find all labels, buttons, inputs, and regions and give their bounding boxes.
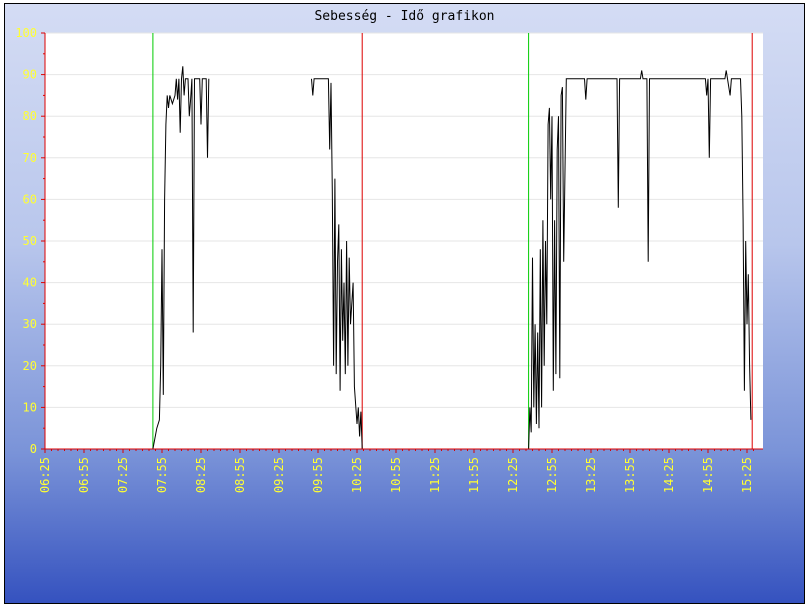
x-tick-label: 08:25 [194,457,208,493]
x-tick-label: 09:25 [272,457,286,493]
x-tick-label: 10:55 [389,457,403,493]
y-tick-label: 80 [23,109,37,123]
x-tick-label: 07:55 [155,457,169,493]
y-tick-label: 50 [23,234,37,248]
x-tick-label: 07:25 [116,457,130,493]
y-axis-ticks: 0 10 20 30 40 50 60 70 80 90 100 [15,26,45,456]
x-tick-label: 06:25 [38,457,52,493]
x-tick-label: 12:55 [545,457,559,493]
x-tick-label: 14:25 [662,457,676,493]
y-tick-label: 10 [23,400,37,414]
title-bar: Sebesség - Idő grafikon [4,3,805,29]
y-tick-label: 30 [23,317,37,331]
y-tick-label: 60 [23,192,37,206]
x-tick-label: 09:55 [311,457,325,493]
x-axis-ticks: 06:25 06:55 07:25 07:55 08:25 08:55 09:25 09:55… [38,449,754,493]
y-tick-label: 40 [23,276,37,290]
grid [45,32,763,408]
x-tick-label: 06:55 [77,457,91,493]
x-tick-label: 15:25 [740,457,754,493]
y-tick-label: 90 [23,68,37,82]
chart-title: Sebesség - Idő grafikon [314,8,495,24]
y-tick-label: 20 [23,359,37,373]
x-tick-label: 14:55 [701,457,715,493]
x-tick-label: 12:25 [506,457,520,493]
speed-series-line [152,66,752,450]
x-tick-label: 11:25 [428,457,442,493]
y-tick-label: 0 [30,442,37,456]
x-tick-label: 11:55 [467,457,481,493]
x-tick-label: 13:25 [584,457,598,493]
x-tick-label: 10:25 [350,457,364,493]
trip-markers [152,33,753,449]
y-tick-label: 100 [15,26,37,40]
x-tick-label: 13:55 [623,457,637,493]
x-tick-label: 08:55 [233,457,247,493]
y-tick-label: 70 [23,151,37,165]
